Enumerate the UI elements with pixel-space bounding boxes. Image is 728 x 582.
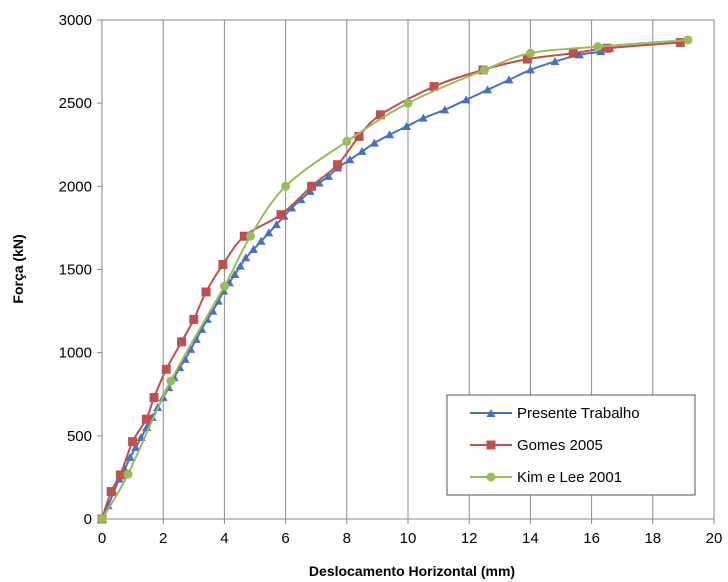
legend-item-gomes-2005: Gomes 2005 bbox=[470, 437, 603, 454]
data-point bbox=[307, 181, 317, 191]
data-point bbox=[593, 42, 603, 52]
data-point bbox=[429, 82, 439, 92]
data-point bbox=[271, 220, 281, 229]
x-tick-label: 4 bbox=[220, 530, 228, 547]
data-point bbox=[149, 393, 159, 403]
data-point bbox=[314, 178, 324, 187]
legend-marker-square-icon bbox=[486, 440, 496, 450]
x-tick-label: 14 bbox=[522, 530, 539, 547]
y-tick-label: 500 bbox=[67, 428, 92, 445]
data-point bbox=[375, 110, 385, 120]
data-point bbox=[296, 195, 306, 204]
data-point bbox=[369, 138, 379, 147]
data-point bbox=[522, 54, 532, 64]
y-tick-label: 1000 bbox=[59, 345, 92, 362]
x-tick-label: 0 bbox=[98, 530, 106, 547]
data-point bbox=[276, 210, 286, 220]
data-point bbox=[342, 136, 352, 146]
legend-label-kim-e-lee-2001: Kim e Lee 2001 bbox=[517, 469, 622, 486]
y-tick-label: 3000 bbox=[59, 12, 92, 29]
data-point bbox=[141, 414, 151, 424]
data-point bbox=[550, 57, 560, 66]
x-tick-label: 16 bbox=[583, 530, 600, 547]
data-point bbox=[256, 236, 266, 245]
data-point bbox=[483, 85, 493, 94]
data-point bbox=[235, 261, 245, 270]
y-axis-title: Força (kN) bbox=[10, 234, 26, 303]
data-point bbox=[602, 43, 612, 53]
data-point bbox=[440, 105, 450, 114]
data-point bbox=[401, 121, 411, 130]
data-point bbox=[128, 437, 138, 447]
legend-item-presente-trabalho: Presente Trabalho bbox=[470, 405, 640, 422]
data-point bbox=[219, 281, 229, 291]
data-point bbox=[333, 160, 343, 170]
legend-label-gomes-2005: Gomes 2005 bbox=[517, 437, 603, 454]
data-point bbox=[180, 354, 190, 363]
data-point bbox=[208, 306, 218, 315]
series-kim-e-lee-2001 bbox=[97, 35, 693, 524]
data-point bbox=[287, 203, 297, 212]
data-point bbox=[596, 47, 606, 56]
data-point bbox=[177, 337, 187, 347]
x-tick-label: 6 bbox=[281, 530, 289, 547]
data-point bbox=[166, 376, 176, 386]
data-point bbox=[264, 228, 274, 237]
x-tick-label: 10 bbox=[400, 530, 417, 547]
legend: Presente Trabalho Gomes 2005 Kim e Lee 2… bbox=[446, 394, 696, 496]
legend-label-presente-trabalho: Presente Trabalho bbox=[517, 405, 640, 422]
x-axis-ticks: 0 2 4 6 8 10 12 14 16 18 20 bbox=[98, 519, 723, 547]
data-point bbox=[675, 37, 685, 47]
data-point bbox=[480, 65, 489, 75]
data-point bbox=[115, 470, 125, 480]
data-point bbox=[97, 514, 107, 524]
data-point bbox=[106, 487, 116, 497]
data-point bbox=[241, 253, 251, 262]
data-point bbox=[683, 35, 693, 45]
data-point bbox=[345, 155, 355, 164]
data-point bbox=[357, 146, 367, 155]
data-point bbox=[461, 95, 471, 104]
data-point bbox=[403, 98, 413, 108]
data-point bbox=[568, 48, 578, 58]
y-tick-label: 1500 bbox=[59, 262, 92, 279]
data-point bbox=[123, 469, 133, 479]
data-point bbox=[201, 287, 211, 297]
y-tick-label: 2500 bbox=[59, 95, 92, 112]
x-tick-label: 12 bbox=[461, 530, 478, 547]
y-axis-ticks: 0 500 1000 1500 2000 2500 3000 bbox=[59, 12, 102, 528]
data-point bbox=[161, 364, 171, 374]
data-point bbox=[525, 48, 535, 58]
data-point bbox=[239, 231, 249, 241]
legend-item-kim-e-lee-2001: Kim e Lee 2001 bbox=[470, 469, 622, 486]
data-point bbox=[354, 131, 364, 141]
y-tick-label: 0 bbox=[84, 511, 92, 528]
legend-marker-circle-icon bbox=[486, 472, 496, 482]
data-point bbox=[385, 130, 395, 139]
legend-marker-triangle-icon bbox=[486, 409, 496, 417]
x-tick-label: 20 bbox=[706, 530, 723, 547]
series-layer bbox=[97, 35, 693, 524]
x-axis-title: Deslocamento Horizontal (mm) bbox=[309, 563, 515, 579]
data-point bbox=[189, 314, 199, 324]
x-tick-label: 2 bbox=[159, 530, 167, 547]
y-tick-label: 2000 bbox=[59, 178, 92, 195]
series-line-kim-e-lee-2001 bbox=[101, 38, 689, 520]
data-point bbox=[323, 171, 333, 180]
data-point bbox=[131, 442, 141, 451]
data-point bbox=[525, 65, 535, 74]
data-point bbox=[418, 113, 428, 122]
x-tick-label: 18 bbox=[644, 530, 661, 547]
data-point bbox=[230, 269, 240, 278]
data-point bbox=[248, 245, 258, 254]
data-point bbox=[218, 260, 228, 270]
data-point bbox=[125, 452, 135, 461]
data-point bbox=[186, 344, 196, 353]
data-point bbox=[245, 231, 255, 241]
x-tick-label: 8 bbox=[343, 530, 351, 547]
data-point bbox=[504, 75, 514, 84]
data-point bbox=[281, 181, 291, 191]
